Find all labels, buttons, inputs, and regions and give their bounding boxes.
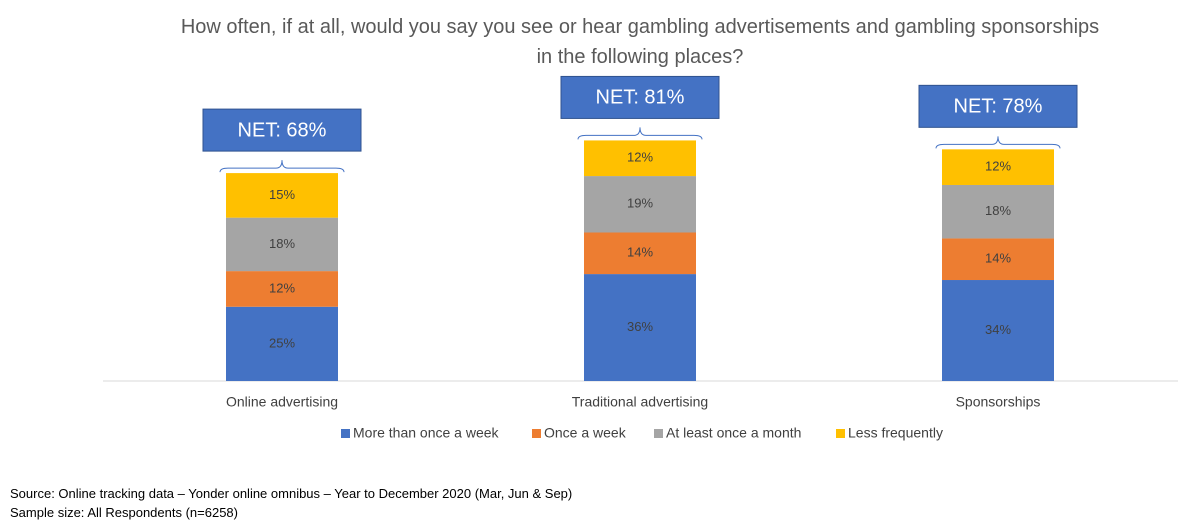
- value-label: 18%: [985, 203, 1011, 218]
- value-label: 14%: [627, 245, 653, 260]
- bar-segment: [584, 232, 696, 275]
- bar-segment: [584, 274, 696, 381]
- value-label: 12%: [269, 280, 295, 295]
- legend-swatch: [341, 429, 350, 438]
- value-label: 25%: [269, 335, 295, 350]
- bar-segment: [226, 306, 338, 381]
- legend-label: More than once a week: [353, 425, 500, 441]
- net-box: [560, 75, 720, 119]
- net-label: NET: 81%: [596, 87, 685, 109]
- bar-segment: [226, 271, 338, 307]
- x-tick-label: Sponsorships: [956, 394, 1041, 410]
- net-label: NET: 78%: [954, 96, 1043, 118]
- net-label: NET: 68%: [238, 119, 327, 141]
- legend-swatch: [654, 429, 663, 438]
- source-note: Source: Online tracking data – Yonder on…: [10, 486, 573, 501]
- value-label: 18%: [269, 236, 295, 251]
- value-label: 14%: [985, 251, 1011, 266]
- net-box: [918, 84, 1078, 128]
- sample-note: Sample size: All Respondents (n=6258): [10, 505, 238, 520]
- value-label: 19%: [627, 196, 653, 211]
- bar-segment: [584, 140, 696, 177]
- value-label: 12%: [627, 150, 653, 165]
- legend-label: Once a week: [544, 425, 627, 441]
- chart-title: How often, if at all, would you say you …: [180, 16, 1100, 68]
- bar-segment: [584, 176, 696, 233]
- bar-segment: [942, 149, 1054, 185]
- bar-segment: [226, 217, 338, 272]
- value-label: 15%: [269, 187, 295, 202]
- x-tick-label: Online advertising: [226, 394, 338, 410]
- value-label: 34%: [985, 322, 1011, 337]
- value-label: 36%: [627, 319, 653, 334]
- bar-segment: [942, 280, 1054, 381]
- net-box: [202, 108, 362, 152]
- value-label: 12%: [985, 159, 1011, 174]
- brace: [219, 160, 345, 173]
- legend-label: Less frequently: [848, 425, 943, 441]
- bar-segment: [226, 173, 338, 218]
- x-tick-label: Traditional advertising: [572, 394, 708, 410]
- bar-segment: [942, 184, 1054, 239]
- brace: [935, 136, 1061, 149]
- bar-segment: [942, 238, 1054, 281]
- legend-swatch: [532, 429, 541, 438]
- legend-swatch: [836, 429, 845, 438]
- legend-label: At least once a month: [666, 425, 801, 441]
- brace: [577, 127, 703, 140]
